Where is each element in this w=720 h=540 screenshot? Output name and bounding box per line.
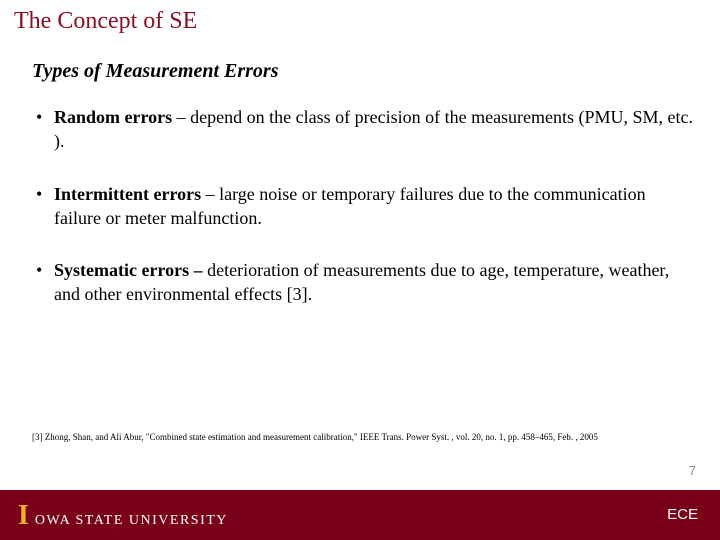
slide-subtitle: Types of Measurement Errors [32,60,278,83]
page-number: 7 [689,463,696,478]
slide: The Concept of SE Types of Measurement E… [0,0,720,540]
bullet-term: Intermittent errors [54,184,201,204]
slide-title: The Concept of SE [14,8,197,35]
footer-department: ECE [667,506,698,523]
logo-i-icon: I [18,502,29,530]
slide-content: Random errors – depend on the class of p… [32,105,696,335]
bullet-list: Random errors – depend on the class of p… [32,105,696,307]
footer-bar: I OWA STATE UNIVERSITY ECE [0,490,720,540]
bullet-term: Systematic errors – [54,260,203,280]
bullet-item: Random errors – depend on the class of p… [32,105,696,154]
bullet-sep: – [201,184,219,204]
bullet-sep: – [172,107,190,127]
university-logo: I OWA STATE UNIVERSITY [18,502,228,530]
bullet-term: Random errors [54,107,172,127]
logo-text: OWA STATE UNIVERSITY [35,513,228,529]
bullet-item: Intermittent errors – large noise or tem… [32,182,696,231]
bullet-item: Systematic errors – deterioration of mea… [32,258,696,307]
reference-text: [3] Zhong, Shan, and Ali Abur, "Combined… [32,432,696,444]
